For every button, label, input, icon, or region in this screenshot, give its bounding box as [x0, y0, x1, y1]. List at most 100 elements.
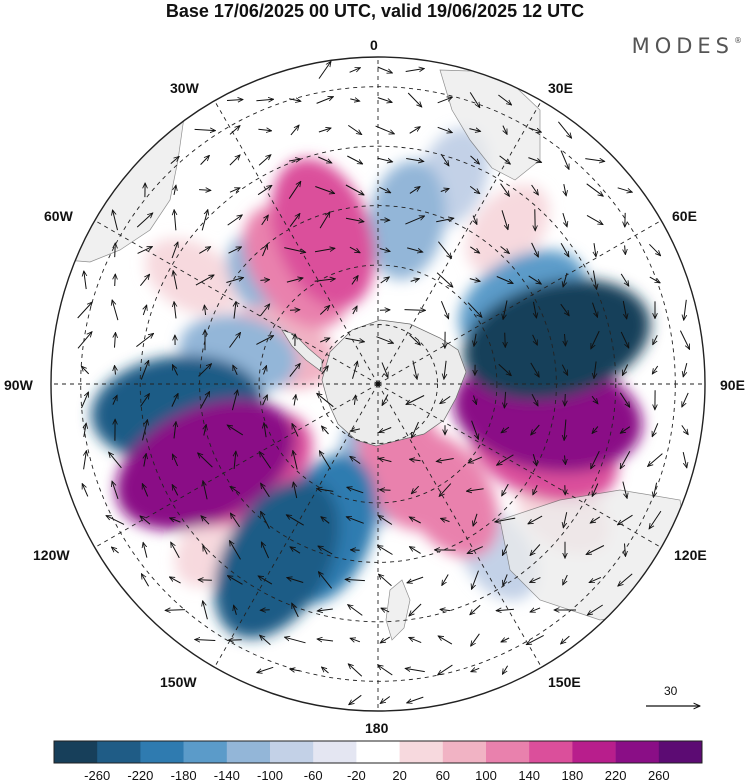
colorbar [53, 740, 703, 764]
wind-arrow [140, 274, 149, 287]
wind-arrow [115, 365, 116, 375]
wind-arrow [284, 247, 305, 253]
wind-arrow [496, 609, 514, 610]
wind-arrow [169, 577, 181, 584]
wind-arrow [198, 364, 212, 377]
wind-arrow [259, 304, 269, 317]
wind-arrow [199, 247, 210, 254]
wind-arrow [470, 155, 480, 164]
wind-arrow [409, 603, 422, 616]
wind-arrow [683, 362, 688, 377]
wind-arrow [381, 362, 388, 378]
lon-label-150e: 150E [548, 674, 581, 690]
wind-arrow [564, 184, 566, 196]
wind-arrow [470, 604, 481, 615]
wind-arrow [289, 159, 301, 161]
wind-arrow [381, 607, 390, 612]
colorbar-frame [53, 740, 703, 764]
colorbar-tick-label: 260 [647, 768, 670, 783]
wind-arrow [201, 210, 208, 231]
wind-arrow [466, 489, 484, 491]
wind-arrow [531, 242, 539, 257]
wind-arrow [109, 452, 122, 469]
wind-arrow [530, 362, 539, 377]
wind-arrow [409, 187, 420, 194]
wind-arrow [590, 330, 600, 349]
wind-arrow [204, 305, 205, 316]
wind-arrow [285, 637, 306, 644]
lon-label-60w: 60W [44, 208, 73, 224]
wind-arrow [143, 542, 148, 558]
wind-arrow [322, 426, 329, 435]
wind-arrow [318, 546, 333, 555]
wind-arrow [378, 546, 393, 555]
wind-arrow [620, 450, 631, 469]
wind-arrow [502, 483, 509, 496]
wind-arrow [496, 276, 513, 284]
wind-arrow [586, 214, 603, 224]
wind-arrow [406, 159, 424, 162]
wind-arrow [234, 301, 236, 319]
wind-arrow [586, 545, 605, 555]
wind-arrow [439, 483, 452, 497]
wind-arrow [194, 129, 216, 130]
wind-arrow [495, 517, 516, 522]
colorbar-tick-label: -20 [346, 768, 366, 783]
wind-arrow [289, 310, 300, 311]
wind-arrow [351, 276, 358, 285]
wind-arrow [347, 155, 362, 164]
wind-arrow [348, 124, 361, 134]
wind-arrow [592, 302, 598, 318]
wind-arrow [441, 518, 450, 521]
latitude-circle [258, 264, 498, 504]
anomaly-blob [115, 398, 296, 531]
wind-arrow [352, 361, 358, 379]
wind-arrow [503, 300, 508, 320]
latitude-circle [139, 145, 617, 623]
wind-arrow [229, 333, 241, 348]
wind-arrow [353, 306, 357, 315]
wind-arrow [405, 69, 425, 72]
wind-arrow [293, 451, 298, 470]
wind-arrow [531, 424, 540, 435]
wind-arrow [349, 694, 362, 704]
colorbar-tick-label: -140 [213, 768, 240, 783]
wind-arrow [561, 635, 570, 644]
wind-arrow [469, 279, 480, 282]
wind-arrow [405, 668, 425, 673]
wind-arrow [617, 187, 633, 192]
wind-arrow [497, 454, 514, 465]
wind-arrow [590, 516, 601, 523]
wind-arrow [648, 453, 663, 467]
wind-arrow [203, 546, 207, 555]
wind-arrow [440, 395, 451, 403]
brand-text: MODES [631, 34, 734, 58]
wind-arrow [317, 156, 332, 164]
wind-arrow [137, 246, 153, 254]
meridian-line [208, 90, 379, 385]
antarctic-peninsula [281, 329, 323, 373]
wind-arrow [376, 336, 394, 344]
wind-arrow [471, 668, 480, 671]
wind-arrow [405, 216, 424, 225]
colorbar-swatch [486, 741, 530, 763]
wind-arrow [321, 517, 330, 524]
wind-arrow [560, 242, 569, 257]
wind-arrow [317, 609, 333, 611]
wind-arrow [321, 366, 329, 375]
wind-arrow [467, 302, 482, 318]
colorbar-swatch [183, 741, 228, 763]
wind-arrow [262, 395, 268, 406]
wind-arrow [407, 696, 424, 703]
wind-arrow [440, 301, 448, 319]
wind-arrow [288, 181, 301, 199]
wind-arrow [227, 425, 244, 436]
wind-arrow [203, 481, 208, 500]
vector-scale-label: 30 [664, 684, 678, 698]
wind-arrow [322, 667, 329, 674]
wind-arrow [531, 393, 538, 406]
wind-arrow [113, 210, 118, 231]
wind-arrow [318, 128, 331, 133]
wind-arrow [620, 426, 631, 434]
colorbar-tick-label: -100 [256, 768, 284, 783]
